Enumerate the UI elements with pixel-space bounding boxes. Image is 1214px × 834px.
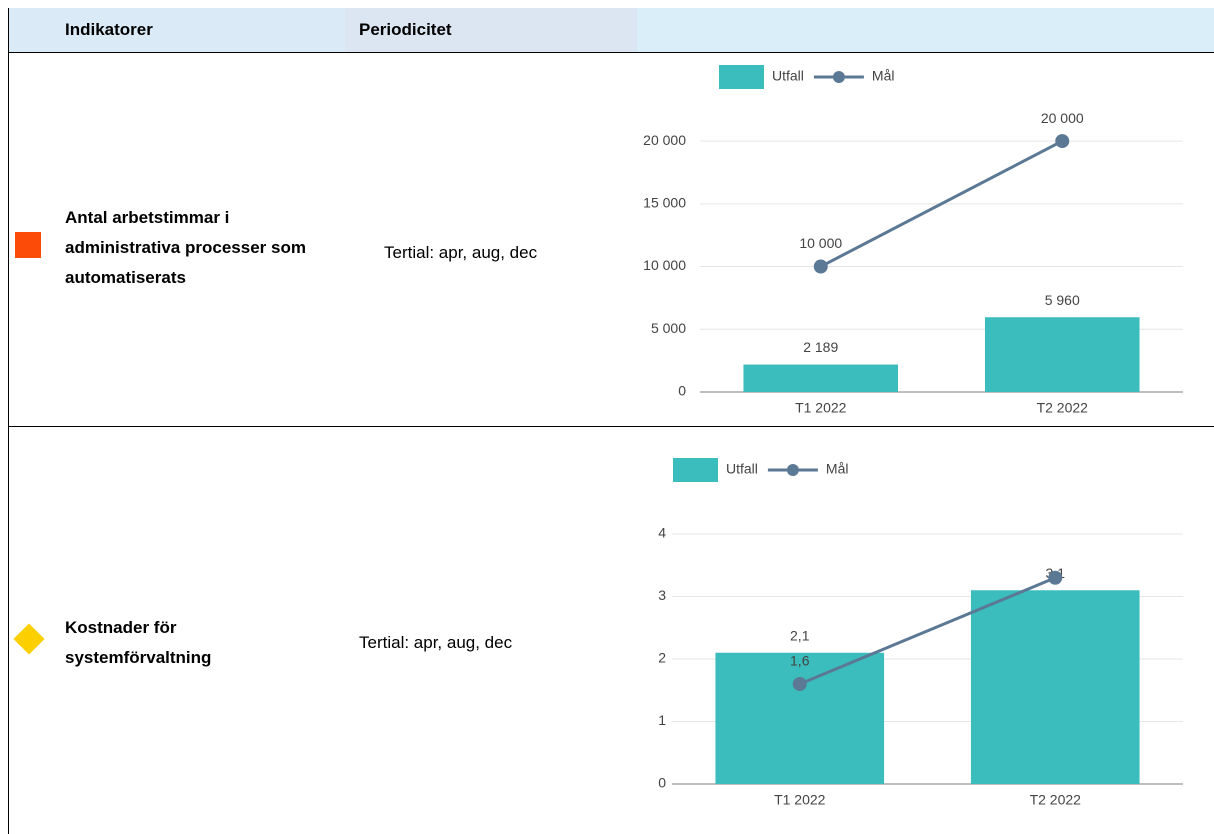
legend-dot [786, 464, 799, 476]
legend-label: Utfall [726, 461, 758, 477]
legend-label: Utfall [772, 68, 804, 84]
x-tick-label: T1 2022 [774, 792, 826, 808]
status-icon [15, 232, 41, 258]
header-cell [8, 8, 345, 52]
y-tick-label: 15 000 [643, 195, 686, 211]
data-label: 10 000 [799, 235, 842, 251]
line-point [1055, 134, 1070, 149]
y-tick-label: 3 [658, 587, 666, 603]
legend-swatch [673, 458, 718, 482]
border [8, 8, 9, 834]
line-point [813, 259, 828, 274]
indicator: Antal arbetstimmar i administrativa proc… [65, 208, 306, 287]
line-point [1048, 570, 1063, 585]
data-label: 2,1 [790, 627, 810, 643]
legend-dot [832, 71, 845, 83]
y-tick-label: 5 000 [651, 320, 686, 336]
header-label: Periodicitet [359, 20, 452, 39]
header-cell [345, 8, 637, 52]
bar [984, 317, 1140, 392]
bar [743, 364, 899, 392]
y-tick-label: 20 000 [643, 132, 686, 148]
x-tick-label: T2 2022 [1037, 400, 1089, 416]
legend-label: Mål [872, 68, 895, 84]
line [799, 576, 1056, 686]
y-tick-label: 2 [658, 650, 666, 666]
data-label: 2 189 [803, 339, 838, 355]
y-tick-label: 0 [658, 775, 666, 791]
x-tick-label: T2 2022 [1030, 792, 1082, 808]
legend-swatch [719, 65, 764, 89]
legend-label: Mål [826, 461, 849, 477]
header-label: Indikatorer [65, 20, 153, 39]
period: Tertial: apr, aug, dec [359, 633, 513, 652]
data-label: 5 960 [1045, 292, 1080, 308]
y-tick-label: 0 [678, 383, 686, 399]
header-cell [637, 8, 1214, 52]
line [820, 139, 1063, 268]
bar [715, 652, 885, 784]
bar [970, 590, 1140, 784]
y-tick-label: 10 000 [643, 257, 686, 273]
indicator: Kostnader för systemförvaltning [65, 618, 212, 667]
y-tick-label: 1 [658, 712, 666, 728]
line-point [792, 677, 807, 691]
border [8, 426, 1214, 427]
period: Tertial: apr, aug, dec [384, 243, 538, 262]
data-label: 20 000 [1041, 110, 1084, 126]
x-tick-label: T1 2022 [795, 400, 847, 416]
border [8, 52, 1214, 53]
data-label: 1,6 [790, 653, 810, 669]
y-tick-label: 4 [658, 525, 666, 541]
